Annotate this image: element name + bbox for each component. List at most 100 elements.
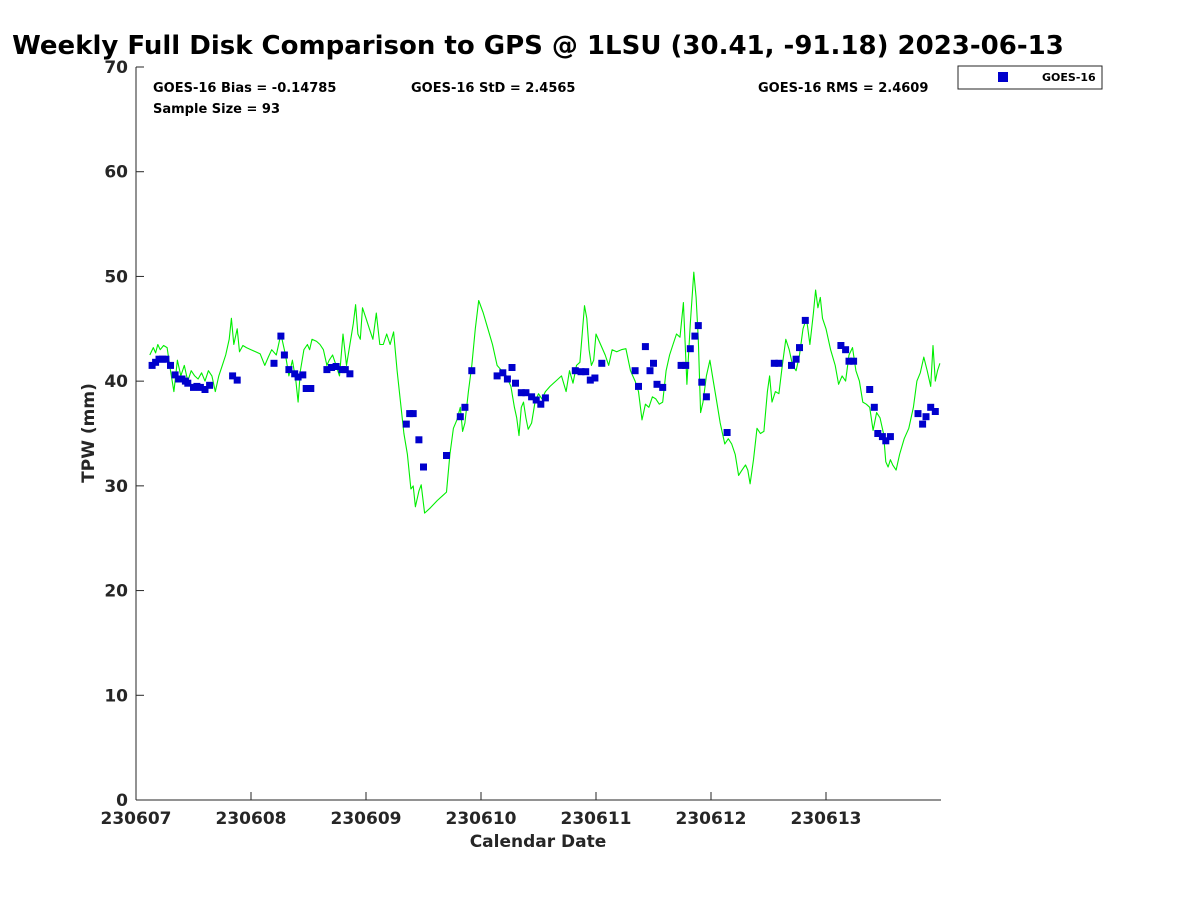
goes16-data-point	[874, 430, 882, 437]
goes16-data-point	[914, 410, 922, 418]
goes16-data-point	[346, 370, 354, 378]
goes16-data-point	[801, 316, 809, 324]
x-axis-ticks: 230607 230608 230609 230610 230611 230612 2306…	[101, 792, 862, 829]
goes16-data-point	[323, 366, 331, 374]
goes16-data-point	[577, 368, 585, 376]
goes16-data-point	[532, 396, 540, 404]
goes16-data-point	[528, 393, 536, 401]
goes16-data-point	[837, 342, 845, 349]
y-tick-label: 30	[104, 477, 128, 497]
goes16-data-point	[694, 322, 702, 330]
goes16-data-point	[307, 385, 315, 392]
goes16-data-point	[468, 367, 476, 375]
goes16-data-point	[456, 413, 464, 421]
goes16-data-point	[184, 379, 192, 387]
goes16-data-point	[443, 452, 450, 459]
y-tick-label: 70	[104, 58, 128, 78]
goes16-data-point	[796, 344, 803, 352]
goes16-data-point	[677, 361, 685, 369]
goes16-data-point	[770, 359, 778, 367]
goes16-data-point	[702, 393, 710, 401]
goes16-data-point	[650, 359, 657, 367]
goes16-data-point	[646, 367, 654, 375]
goes16-data-point	[233, 376, 241, 384]
x-tick-label: 230611	[561, 809, 632, 829]
goes16-data-point	[299, 371, 307, 379]
goes16-data-point	[294, 373, 302, 381]
goes16-data-point	[402, 420, 410, 428]
y-axis-ticks: 0 10 20 30 40 50 60 70	[104, 58, 144, 811]
goes16-data-point	[503, 375, 511, 383]
goes16-data-point	[171, 371, 179, 379]
goes16-data-point	[882, 437, 890, 445]
goes16-data-point	[850, 357, 858, 365]
legend-label: GOES-16	[1042, 71, 1096, 84]
goes16-data-point	[682, 361, 690, 369]
legend-marker	[998, 72, 1008, 82]
x-tick-label: 230613	[791, 809, 862, 829]
goes16-data-point	[280, 351, 288, 359]
goes16-data-point	[686, 345, 694, 353]
goes16-data-point	[493, 372, 501, 380]
x-tick-label: 230609	[331, 809, 402, 829]
y-tick-label: 20	[104, 582, 128, 602]
goes16-data-point	[878, 433, 886, 441]
y-tick-label: 10	[104, 686, 128, 706]
goes16-data-point	[641, 343, 649, 351]
goes16-series-layer	[148, 316, 939, 471]
y-axis-label: TPW (mm)	[79, 383, 99, 483]
goes16-data-point	[842, 346, 850, 354]
legend-box	[957, 65, 1103, 90]
y-tick-label: 40	[104, 372, 128, 392]
goes16-data-point	[775, 359, 783, 367]
goes16-data-point	[162, 355, 170, 363]
std-stat: GOES-16 StD = 2.4565	[411, 81, 575, 96]
goes16-data-point	[698, 378, 706, 386]
bias-stat: GOES-16 Bias = -0.14785	[153, 81, 336, 96]
y-tick-label: 50	[104, 267, 128, 287]
goes16-data-point	[229, 372, 237, 380]
y-tick-label: 60	[104, 163, 128, 183]
goes16-data-point	[285, 366, 293, 374]
sample-size-stat: Sample Size = 93	[153, 102, 280, 117]
goes16-data-point	[167, 361, 174, 369]
chart-title: Weekly Full Disk Comparison to GPS @ 1LS…	[12, 31, 1064, 61]
goes16-data-point	[866, 386, 874, 393]
goes16-data-point	[302, 385, 310, 392]
goes16-data-point	[631, 367, 639, 375]
goes16-data-point	[517, 389, 525, 397]
goes16-data-point	[196, 383, 204, 391]
x-axis-label: Calendar Date	[470, 832, 607, 852]
goes16-data-point	[792, 355, 800, 363]
legend: GOES-16	[957, 65, 1103, 90]
goes16-data-point	[420, 463, 427, 471]
goes16-data-point	[571, 367, 579, 375]
goes16-data-point	[653, 380, 661, 388]
goes16-data-point	[922, 413, 930, 421]
goes16-data-point	[635, 382, 642, 390]
goes16-data-point	[586, 376, 594, 384]
goes16-data-point	[582, 368, 590, 376]
goes16-data-point	[537, 400, 545, 408]
x-tick-label: 230607	[101, 809, 172, 829]
goes16-data-point	[522, 389, 530, 397]
goes16-data-point	[927, 403, 935, 411]
goes16-data-point	[659, 383, 667, 391]
goes16-data-point	[541, 394, 549, 402]
goes16-data-point	[270, 359, 278, 367]
goes16-data-point	[409, 410, 417, 418]
goes16-data-point	[277, 332, 285, 340]
goes16-data-point	[512, 379, 519, 387]
goes16-data-point	[461, 403, 469, 411]
goes16-data-point	[723, 429, 731, 436]
goes16-data-point	[870, 403, 878, 411]
y-tick-label: 0	[116, 791, 128, 811]
goes16-data-point	[886, 433, 894, 441]
goes16-data-point	[508, 364, 516, 371]
rms-stat: GOES-16 RMS = 2.4609	[758, 81, 928, 96]
plot-area	[136, 67, 941, 800]
goes16-data-point	[206, 381, 214, 389]
goes16-data-point	[332, 363, 340, 370]
goes16-data-point	[919, 420, 927, 428]
